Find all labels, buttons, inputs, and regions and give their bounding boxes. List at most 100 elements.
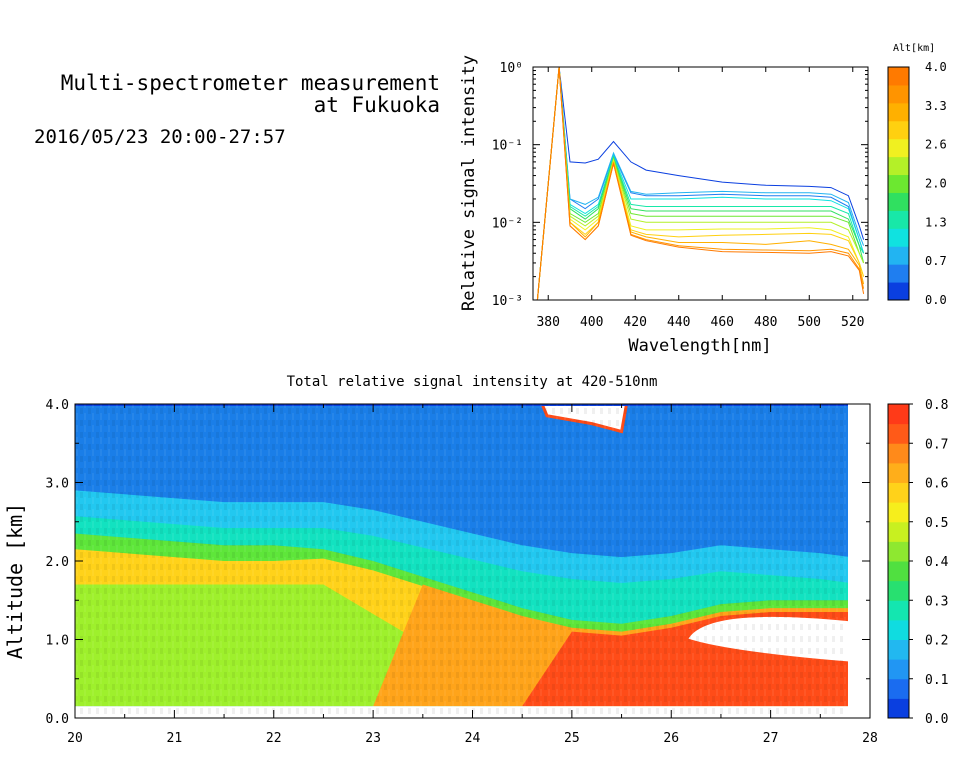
intensity-colorbar-swatch [888,482,909,503]
spectrum-frame [532,66,869,301]
altitude-colorbar-swatch [888,138,909,158]
intensity-colorbar: 0.8 0.7 0.6 0.5 0.4 0.3 0.2 0.1 0.0 [887,398,949,727]
altitude-colorbar-label: 1.3 [925,215,947,229]
intensity-colorbar-swatch [888,619,909,640]
spectrum-xtick-label: 460 [711,315,734,330]
intensity-colorbar-swatch [888,600,909,621]
intensity-colorbar-label: 0.1 [925,673,948,688]
heatmap-xtick-label: 28 [862,731,878,746]
main-title: Multi-spectrometer measurement at Fukuok… [12,72,440,116]
spectrum-axes: 380 400 420 440 460 480 500 520 10⁰ 10⁻¹ 10⁻² 10⁻³ [492,61,868,330]
altitude-colorbar-label: 2.0 [925,177,947,191]
heatmap-xtick-label: 21 [167,731,183,746]
spectrum-xtick-label: 380 [536,315,559,330]
altitude-colorbar-label: 3.3 [925,99,947,113]
altitude-colorbar-label: 0.7 [925,254,947,268]
heatmap-ytick-label: 4.0 [46,398,69,413]
spectrum-series-10 [536,67,865,300]
intensity-colorbar-label: 0.5 [925,516,948,531]
altitude-colorbar-swatch [888,264,909,283]
intensity-colorbar-swatch [888,678,909,699]
altitude-colorbar-swatch [888,120,909,140]
spectrum-ytick-label: 10⁰ [500,61,523,76]
altitude-colorbar-swatch [888,192,909,211]
spectrum-xtick-label: 480 [754,315,777,330]
altitude-colorbar-label: 2.6 [925,138,947,152]
spectrum-series-13 [536,67,865,300]
altitude-colorbar-swatch [888,156,909,176]
intensity-colorbar-label: 0.3 [925,594,948,609]
heatmap-xtick-label: 24 [465,731,481,746]
heatmap-ytick-label: 1.0 [46,634,69,649]
spectrum-series-11 [536,67,865,300]
heatmap-texture [75,404,848,718]
altitude-colorbar-swatch [888,210,909,229]
spectrum-series-2 [536,67,865,300]
spectrum-series-9 [536,67,865,300]
intensity-colorbar-label: 0.4 [925,555,949,570]
intensity-colorbar-swatch [888,521,909,542]
heatmap-field [75,404,848,718]
altitude-colorbar-label: 4.0 [925,60,947,74]
spectrum-series-12 [536,67,865,300]
altitude-colorbar: 4.0 3.3 2.6 2.0 1.3 0.7 0.0 [887,60,947,307]
heatmap-ylabel: Altitude [km] [3,503,27,660]
spectrum-series-7 [536,67,865,300]
intensity-colorbar-swatch [888,502,909,523]
spectrum-series-6 [536,67,865,300]
spectrum-series-8 [536,67,865,300]
intensity-colorbar-swatch [888,639,909,660]
spectrum-series-5 [536,67,865,300]
intensity-colorbar-swatch [888,580,909,601]
intensity-colorbar-swatch [888,659,909,680]
altitude-colorbar-swatch [888,67,909,86]
intensity-colorbar-swatch [888,462,909,483]
altitude-colorbar-title: Alt[km] [893,43,935,54]
altitude-colorbar-swatch [888,228,909,247]
altitude-colorbar-swatch [888,174,909,193]
title-line-2: at Fukuoka [313,93,440,117]
heatmap-ytick-label: 3.0 [46,477,69,492]
heatmap-xtick-label: 26 [663,731,679,746]
spectrum-series-3 [536,67,865,300]
intensity-colorbar-swatch [888,541,909,562]
intensity-colorbar-swatch [888,698,909,719]
intensity-colorbar-swatch [888,443,909,464]
heatmap-axes: 20 21 22 23 24 25 26 27 28 0.0 1.0 2.0 3.0 4.0 [46,398,878,746]
intensity-colorbar-label: 0.2 [925,634,948,649]
spectrum-ylabel: Relative signal intensity [459,55,479,311]
altitude-colorbar-frame [887,66,910,301]
heatmap-xtick-label: 25 [564,731,580,746]
heatmap-xtick-label: 23 [365,731,381,746]
intensity-colorbar-label: 0.8 [925,398,948,413]
spectrum-ytick-label: 10⁻² [492,216,523,231]
altitude-colorbar-swatch [888,282,909,301]
heatmap-title: Total relative signal intensity at 420-5… [287,374,658,390]
intensity-colorbar-swatch [888,423,909,444]
intensity-colorbar-label: 0.7 [925,437,948,452]
spectrum-lines [536,67,865,300]
heatmap-xtick-label: 22 [266,731,282,746]
measurement-datetime: 2016/05/23 20:00-27:57 [34,126,286,148]
spectrum-xtick-label: 420 [623,315,646,330]
altitude-colorbar-swatch [888,246,909,265]
intensity-colorbar-label: 0.6 [925,477,948,492]
spectrum-xtick-label: 500 [798,315,821,330]
spectrum-xtick-label: 400 [580,315,603,330]
heatmap-ytick-label: 2.0 [46,555,69,570]
heatmap-xtick-label: 27 [763,731,779,746]
spectrum-xlabel: Wavelength[nm] [628,336,771,356]
intensity-colorbar-label: 0.0 [925,712,948,727]
heatmap-ytick-label: 0.0 [46,712,69,727]
spectrum-xtick-label: 520 [841,315,864,330]
heatmap-xtick-label: 20 [67,731,83,746]
altitude-colorbar-label: 0.0 [925,293,947,307]
spectrum-xtick-label: 440 [667,315,690,330]
intensity-colorbar-swatch [888,404,909,425]
altitude-colorbar-swatch [888,102,909,122]
intensity-colorbar-swatch [888,561,909,582]
title-line-1: Multi-spectrometer measurement [60,71,440,95]
spectrum-ytick-label: 10⁻³ [492,294,523,309]
spectrum-ytick-label: 10⁻¹ [492,139,523,154]
